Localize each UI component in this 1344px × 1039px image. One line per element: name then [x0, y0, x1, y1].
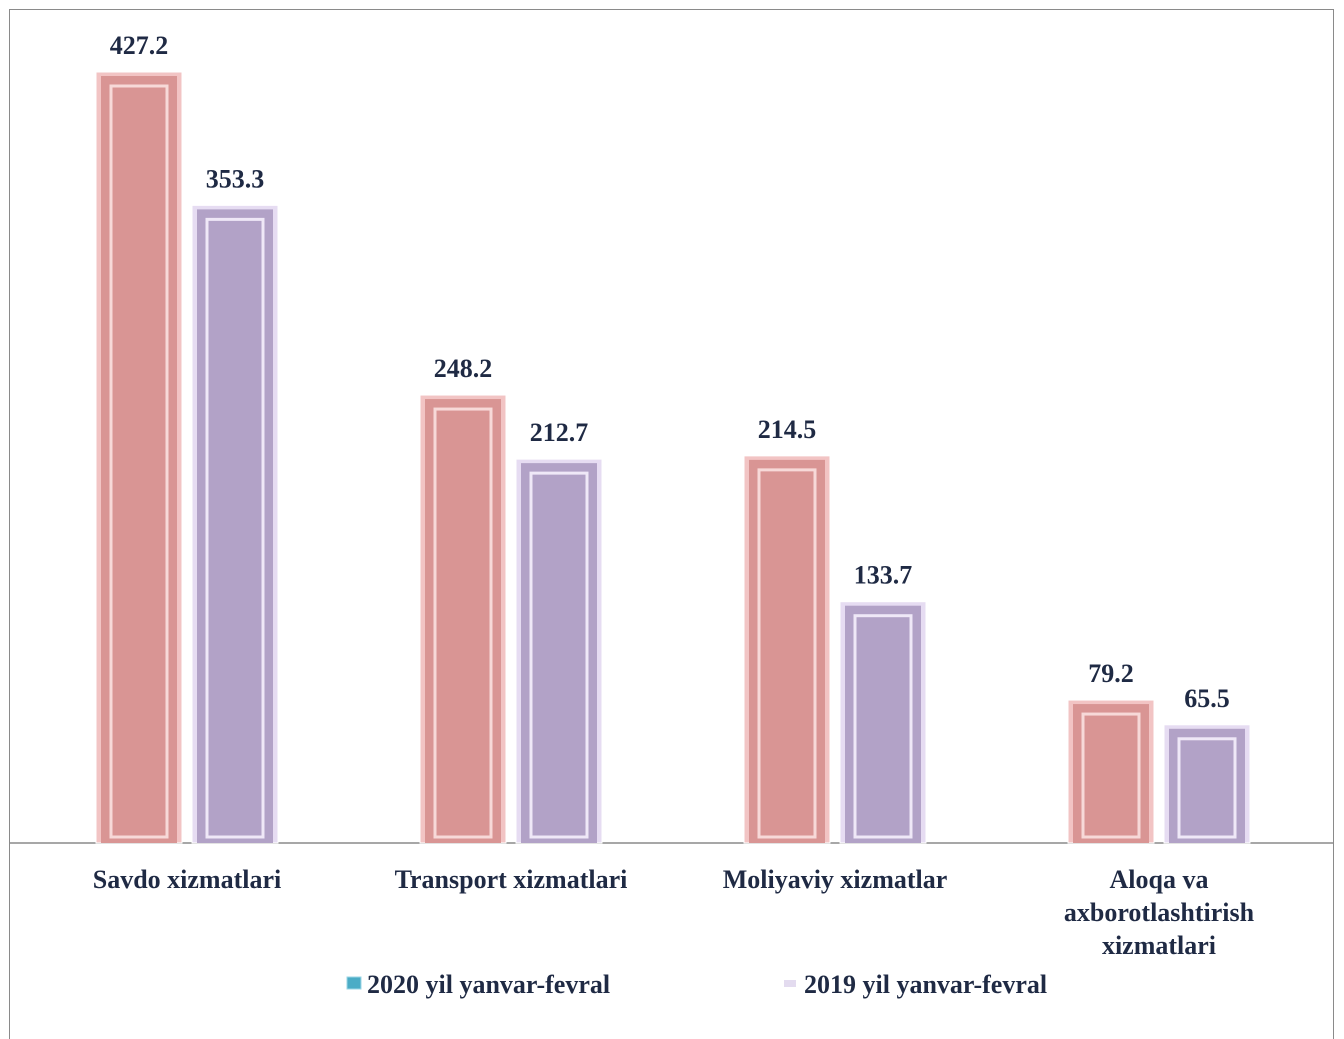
bar-moliyaviy-xizmatlar-series-2	[839, 601, 927, 844]
bar-moliyaviy-xizmatlar-series-1	[743, 455, 831, 844]
category-label-line: xizmatlari	[1102, 931, 1216, 960]
legend-item-2: 2019 yil yanvar-fevral	[784, 970, 1047, 999]
data-label: 212.7	[530, 418, 589, 447]
legend-marker	[346, 976, 362, 990]
legend-item-1: 2020 yil yanvar-fevral	[346, 970, 610, 999]
data-label: 214.5	[758, 415, 817, 444]
category-label-line: Aloqa va	[1110, 865, 1209, 894]
bar-aloqa-va-axborotlashtirish-xizmatlari-series-2	[1163, 724, 1251, 844]
category-label-line: axborotlashtirish	[1064, 898, 1255, 927]
category-label-line: Savdo xizmatlari	[93, 865, 282, 894]
data-label: 65.5	[1184, 684, 1230, 713]
data-label: 353.3	[206, 164, 265, 193]
category-label-2: Transport xizmatlari	[395, 865, 628, 894]
bar-savdo-xizmatlari-series-1	[95, 71, 183, 844]
category-label-4: Aloqa va axborotlashtirish xizmatlari	[1064, 865, 1255, 960]
bar-savdo-xizmatlari-series-2	[191, 204, 279, 844]
bar-chart: 427.2 353.3 248.2 212.7 214.5 133.7 79.2 65.5 S…	[9, 31, 1334, 999]
data-label: 133.7	[854, 561, 913, 590]
legend-label: 2019 yil yanvar-fevral	[804, 970, 1047, 999]
legend-marker	[784, 980, 796, 987]
bar-transport-xizmatlari-series-2	[515, 458, 603, 844]
data-label: 427.2	[110, 31, 169, 60]
category-label-3: Moliyaviy xizmatlar	[723, 865, 948, 894]
bar-transport-xizmatlari-series-1	[419, 394, 507, 844]
category-label-line: Transport xizmatlari	[395, 865, 628, 894]
data-label: 248.2	[434, 354, 493, 383]
category-label-line: Moliyaviy xizmatlar	[723, 865, 948, 894]
data-label: 79.2	[1088, 659, 1134, 688]
chart-frame	[9, 9, 1334, 1039]
legend-label: 2020 yil yanvar-fevral	[367, 970, 610, 999]
category-label-1: Savdo xizmatlari	[93, 865, 282, 894]
bar-aloqa-va-axborotlashtirish-xizmatlari-series-1	[1067, 699, 1155, 844]
